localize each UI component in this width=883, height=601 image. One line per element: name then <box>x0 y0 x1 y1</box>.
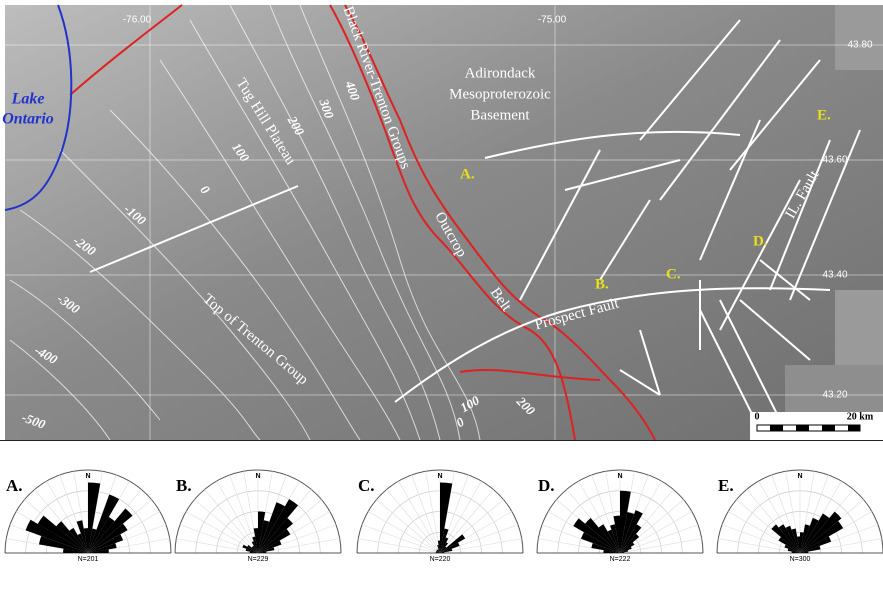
rose-count: N=222 <box>610 556 631 563</box>
rose-count: N=201 <box>78 556 99 563</box>
rose-diagram: E. N N=300 <box>717 470 883 563</box>
rose-count: N=220 <box>430 556 451 563</box>
latitude-label: 43.40 <box>822 270 847 281</box>
scale-label: 20 km <box>847 411 874 422</box>
rose-label: C. <box>358 476 375 495</box>
map-inset <box>835 290 883 370</box>
basement-label: Mesoproterozoic <box>449 86 551 102</box>
rose-diagram: B. N N=229 <box>175 470 341 563</box>
lake-label: Lake <box>11 91 45 108</box>
site-label: A. <box>460 166 475 182</box>
basement-label: Adirondack <box>465 65 536 81</box>
longitude-label: -75.00 <box>538 15 567 26</box>
site-label: E. <box>817 107 831 123</box>
map: -76.00 -75.00 43.80 43.60 43.40 43.20 La… <box>2 4 883 440</box>
rose-north: N <box>85 473 90 480</box>
figure: -76.00 -75.00 43.80 43.60 43.40 43.20 La… <box>0 0 883 601</box>
rose-diagram: C. N N=220 <box>357 470 523 563</box>
map-inset <box>835 5 883 70</box>
scale-label: 0 <box>755 411 760 422</box>
rose-label: D. <box>538 476 555 495</box>
rose-diagram: D. N N=222 <box>537 470 703 563</box>
rose-label: B. <box>176 476 192 495</box>
latitude-label: 43.20 <box>822 390 847 401</box>
latitude-label: 43.80 <box>847 40 872 51</box>
rose-north: N <box>437 473 442 480</box>
rose-count: N=300 <box>790 556 811 563</box>
lake-label: Ontario <box>2 111 54 128</box>
rose-north: N <box>255 473 260 480</box>
scale-bar: 0 20 km <box>750 411 883 440</box>
basement-label: Basement <box>470 107 530 123</box>
longitude-label: -76.00 <box>123 15 152 26</box>
rose-label: E. <box>718 476 734 495</box>
latitude-label: 43.60 <box>822 155 847 166</box>
site-label: C. <box>666 266 681 282</box>
rose-diagram: A. N N=201 <box>5 470 171 563</box>
rose-north: N <box>617 473 622 480</box>
rose-diagrams: A. N N=201 B. N N=229 C. N N=220 D. N N=222 E. N N=300 <box>5 470 883 563</box>
rose-north: N <box>797 473 802 480</box>
rose-count: N=229 <box>248 556 269 563</box>
rose-label: A. <box>6 476 23 495</box>
site-label: D. <box>753 233 768 249</box>
site-label: B. <box>595 276 609 292</box>
